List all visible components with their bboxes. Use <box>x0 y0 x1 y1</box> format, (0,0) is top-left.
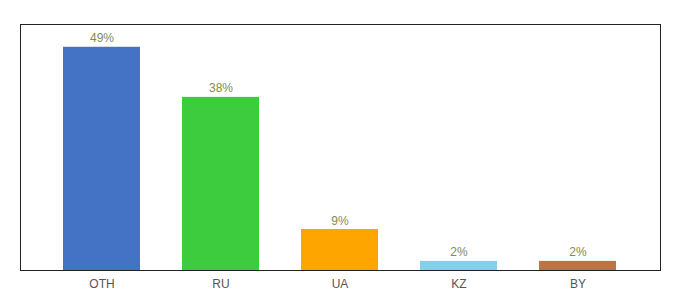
svg-text:2%: 2% <box>569 245 587 259</box>
svg-text:49%: 49% <box>90 31 114 45</box>
svg-text:BY: BY <box>570 277 586 291</box>
svg-text:9%: 9% <box>331 214 349 228</box>
svg-text:RU: RU <box>212 277 229 291</box>
svg-text:KZ: KZ <box>451 277 466 291</box>
svg-text:38%: 38% <box>209 81 233 95</box>
svg-text:UA: UA <box>332 277 349 291</box>
svg-text:OTH: OTH <box>89 277 114 291</box>
svg-text:2%: 2% <box>450 245 468 259</box>
